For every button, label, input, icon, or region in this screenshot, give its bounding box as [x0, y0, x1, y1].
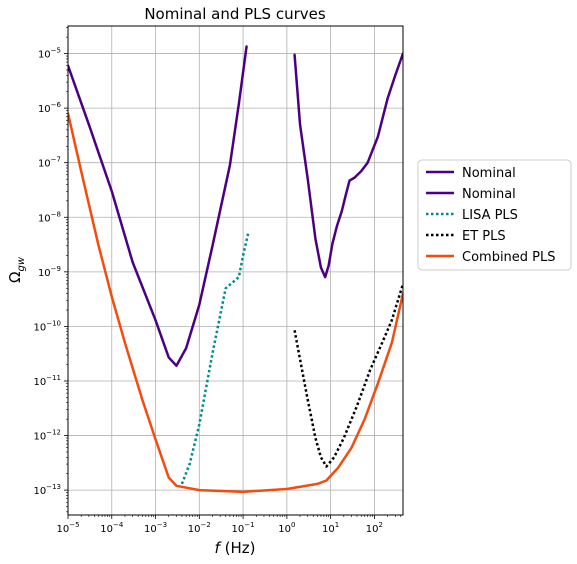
y-tick-label: 10−11 [33, 374, 61, 388]
x-tick-label: 10−3 [144, 521, 167, 535]
legend-label-lisa-pls-2: LISA PLS [462, 208, 518, 223]
y-tick-label: 10−13 [33, 483, 61, 497]
axis-ticks: 10−5 10−4 10−3 10−2 10−1 100 101 102 10−13 10−12 1… [33, 27, 402, 535]
legend-box [417, 159, 572, 271]
series-line-combined-pls-4 [68, 112, 403, 494]
series-line-nominal-1 [293, 52, 403, 279]
x-tick-label: 101 [322, 521, 339, 535]
series-layer [68, 45, 403, 494]
y-tick-label: 10−8 [38, 210, 61, 224]
series-line-nominal-0 [68, 45, 248, 368]
legend-label-nominal-0: Nominal [462, 166, 516, 181]
x-tick-label: 10−2 [188, 521, 211, 535]
x-tick-label: 10−1 [232, 521, 255, 535]
series-line-et-pls-3 [293, 283, 403, 468]
y-tick-label: 10−7 [38, 156, 61, 170]
x-axis-label: f (Hz) [215, 539, 256, 557]
chart-title: Nominal and PLS curves [144, 5, 326, 23]
legend-label-nominal-1: Nominal [462, 187, 516, 202]
y-tick-label: 10−6 [38, 101, 62, 115]
y-tick-label: 10−10 [33, 319, 61, 333]
y-tick-label: 10−9 [38, 265, 61, 279]
y-tick-label: 10−5 [38, 47, 61, 61]
legend-label-et-pls-3: ET PLS [462, 229, 506, 244]
y-axis-label: Ωgw [6, 256, 27, 283]
x-tick-label: 100 [278, 521, 295, 535]
plot-frame [67, 25, 404, 516]
series-line-lisa-pls-2 [180, 233, 250, 485]
y-tick-label: 10−12 [33, 429, 61, 443]
legend: Nominal Nominal LISA PLS ET PLS Combined PLS [417, 159, 572, 271]
legend-label-combined-pls-4: Combined PLS [462, 250, 556, 265]
x-tick-label: 102 [366, 521, 383, 535]
x-tick-label: 10−5 [56, 521, 79, 535]
grid-lines [67, 26, 403, 515]
x-tick-label: 10−4 [100, 521, 124, 535]
